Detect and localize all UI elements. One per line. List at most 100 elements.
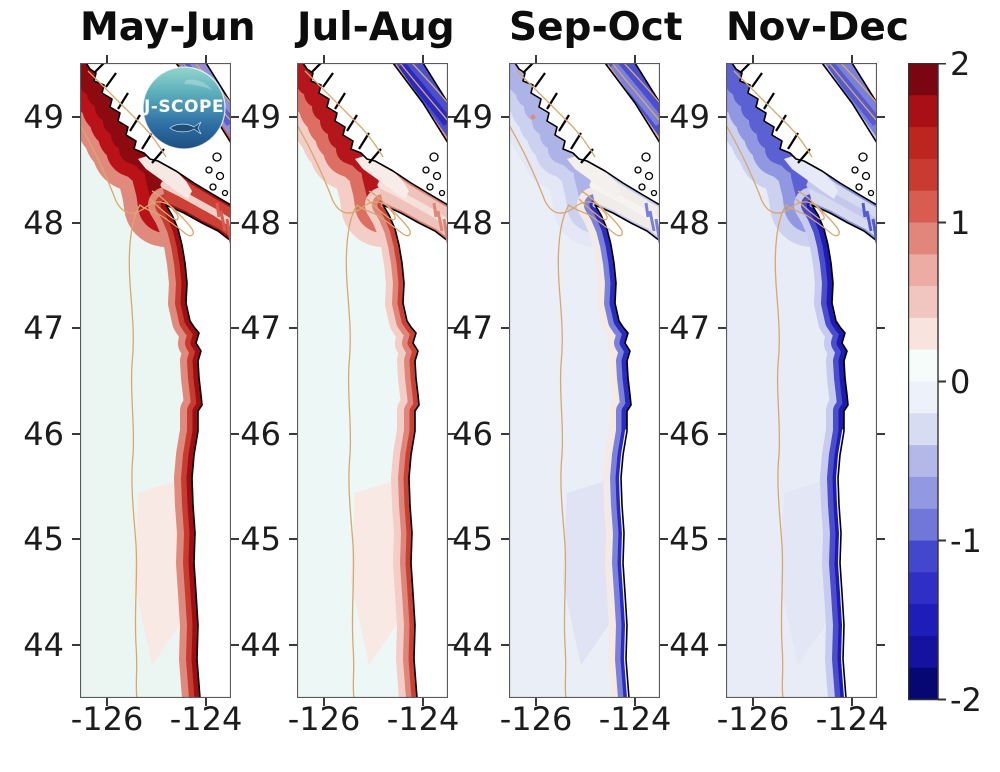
lat-tick-label: 48 [452,204,493,242]
lat-tick [289,222,297,224]
lon-tick [422,55,424,63]
lat-tick [448,327,456,329]
lat-tick [72,644,80,646]
lat-tick [501,116,509,118]
lat-tick [501,327,509,329]
lon-tick [851,698,853,706]
lat-tick-label: 47 [452,309,493,347]
lat-tick [718,538,726,540]
lon-tick [106,55,108,63]
lat-tick [72,327,80,329]
colorbar-tick-label: 2 [950,45,971,83]
lon-tick [851,55,853,63]
lat-tick [289,327,297,329]
lat-tick [231,222,239,224]
lat-tick [660,433,668,435]
lat-tick [72,116,80,118]
lon-tick [752,698,754,706]
lat-tick-label: 49 [669,98,710,136]
lat-tick [72,222,80,224]
lat-tick [877,644,885,646]
lat-tick-label: 48 [240,204,281,242]
lat-tick-label: 48 [669,204,710,242]
lat-tick-label: 45 [23,520,64,558]
lat-tick-label: 46 [240,415,281,453]
panel-title-may-jun: May-Jun [80,5,256,50]
lat-tick-label: 45 [452,520,493,558]
lat-tick-label: 49 [240,98,281,136]
lon-tick [752,55,754,63]
lat-tick [718,644,726,646]
lat-tick [660,538,668,540]
jscope-logo: J-SCOPE [142,66,226,150]
lat-tick [718,222,726,224]
lat-tick [231,327,239,329]
lon-tick-label: -124 [815,700,889,738]
lat-tick-label: 44 [240,626,281,664]
lat-tick [501,433,509,435]
lat-tick [501,222,509,224]
colorbar-tick-label: -1 [950,522,982,560]
lat-tick [448,116,456,118]
lon-tick-label: -126 [70,700,144,738]
colorbar-tick-label: -2 [950,681,982,719]
lat-tick [501,538,509,540]
lon-tick-label: -126 [716,700,790,738]
lon-tick-label: -124 [598,700,672,738]
lat-tick [877,327,885,329]
lon-tick-label: -126 [287,700,361,738]
panel-title-nov-dec: Nov-Dec [726,5,909,50]
panel-title-sep-oct: Sep-Oct [509,5,683,50]
lon-tick [535,55,537,63]
map-panel-sep-oct [509,63,660,698]
lon-tick [205,698,207,706]
lat-tick-label: 49 [23,98,64,136]
lat-tick [72,433,80,435]
lat-tick [289,116,297,118]
lat-tick [877,116,885,118]
lat-tick [289,538,297,540]
panel-title-jul-aug: Jul-Aug [297,5,455,50]
lat-tick [289,644,297,646]
lon-tick [323,55,325,63]
lat-tick [718,433,726,435]
lat-tick-label: 46 [669,415,710,453]
lon-tick-label: -126 [499,700,573,738]
lat-tick-label: 46 [23,415,64,453]
lat-tick-label: 44 [452,626,493,664]
lon-tick [323,698,325,706]
lon-tick [535,698,537,706]
lon-tick [634,698,636,706]
lon-tick [634,55,636,63]
lat-tick [660,644,668,646]
lon-tick-label: -124 [386,700,460,738]
colorbar-tick-label: 1 [950,204,971,242]
lat-tick [448,538,456,540]
lat-tick-label: 45 [669,520,710,558]
lat-tick [877,538,885,540]
lat-tick [231,644,239,646]
lat-tick [877,433,885,435]
lat-tick-label: 45 [240,520,281,558]
lat-tick [877,222,885,224]
lon-tick [106,698,108,706]
map-panel-nov-dec [726,63,877,698]
colorbar [907,62,948,705]
lat-tick [718,327,726,329]
lat-tick [660,222,668,224]
lat-tick [231,433,239,435]
lat-tick-label: 47 [669,309,710,347]
lon-tick [205,55,207,63]
lat-tick-label: 46 [452,415,493,453]
lat-tick [718,116,726,118]
lat-tick [501,644,509,646]
lat-tick [289,433,297,435]
map-panel-jul-aug [297,63,448,698]
lat-tick [660,116,668,118]
jscope-logo-text: J-SCOPE [143,97,224,117]
lon-tick [422,698,424,706]
lon-tick-label: -124 [169,700,243,738]
map-panel-may-jun: J-SCOPE [80,63,231,698]
lat-tick [448,433,456,435]
